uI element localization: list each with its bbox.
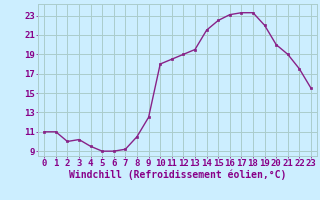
X-axis label: Windchill (Refroidissement éolien,°C): Windchill (Refroidissement éolien,°C)	[69, 170, 286, 180]
